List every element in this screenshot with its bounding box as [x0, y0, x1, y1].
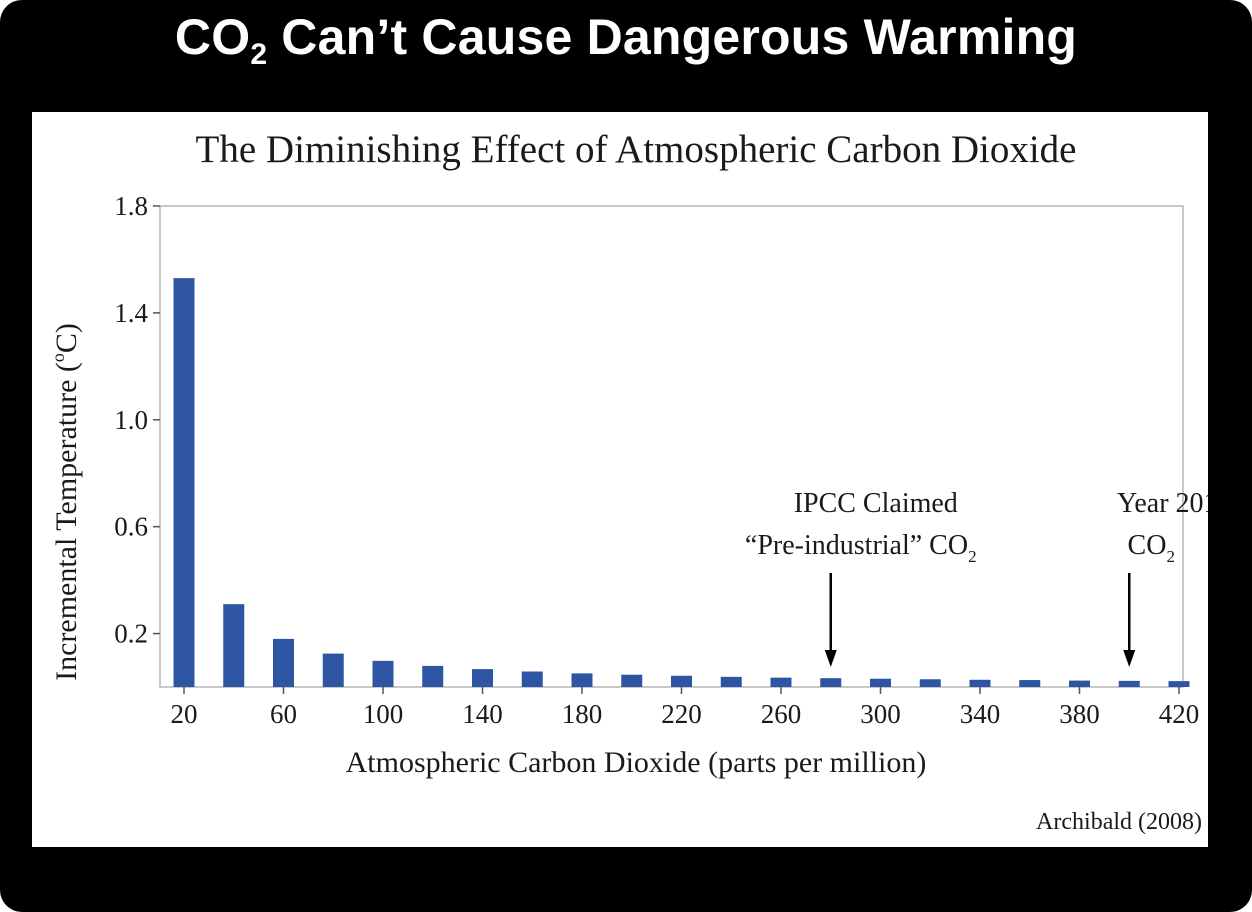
x-tick-label: 260	[761, 699, 802, 729]
slide-title-subscript: 2	[250, 38, 268, 71]
x-tick-label: 20	[171, 699, 198, 729]
bar	[372, 660, 394, 687]
bar	[273, 638, 294, 687]
bar	[870, 678, 891, 687]
x-tick-label: 220	[661, 699, 702, 729]
source-credit: Archibald (2008)	[1036, 809, 1202, 835]
x-tick-label: 340	[960, 699, 1001, 729]
annotation-subscript: 2	[1166, 547, 1175, 566]
slide-title-main: CO	[174, 9, 251, 65]
annotation: Year 2013 CO2	[1117, 488, 1208, 667]
y-axis-label: Incremental Temperature (oC)	[48, 323, 83, 681]
annotation-line: “Pre-industrial” CO2	[745, 530, 977, 566]
annotation-arrow-head	[824, 650, 837, 667]
x-tick-label: 60	[270, 699, 297, 729]
bar	[521, 671, 543, 687]
bar	[770, 677, 792, 687]
bar	[969, 679, 991, 687]
x-tick-label: 140	[462, 699, 503, 729]
y-axis-label-degree: o	[48, 353, 68, 362]
plot-frame	[159, 205, 1184, 688]
bar-series	[173, 278, 1190, 687]
y-tick-label: 1.4	[114, 298, 148, 328]
annotation-subscript: 2	[968, 547, 977, 566]
bar	[671, 675, 692, 687]
chart-title: The Diminishing Effect of Atmospheric Ca…	[196, 128, 1077, 171]
x-tick-label: 300	[860, 699, 901, 729]
slide-title: CO2 Can’t Cause Dangerous Warming	[0, 8, 1252, 70]
annotation-line: CO2	[1128, 530, 1175, 566]
bar	[173, 278, 195, 687]
annotation-arrow-head	[1123, 650, 1136, 667]
y-tick-label: 1.0	[114, 405, 148, 435]
annotation-line: Year 2013	[1117, 488, 1208, 519]
bar-chart: The Diminishing Effect of Atmospheric Ca…	[48, 128, 1208, 835]
x-tick-label: 380	[1059, 699, 1100, 729]
x-tick-label: 100	[363, 699, 404, 729]
bar	[322, 653, 344, 687]
x-axis-label: Atmospheric Carbon Dioxide (parts per mi…	[346, 746, 927, 779]
x-axis: 20 60 100 140 180 220 260 300 340 380 420	[171, 687, 1200, 729]
chart-panel: The Diminishing Effect of Atmospheric Ca…	[32, 112, 1208, 847]
annotation-text: CO	[1128, 530, 1167, 561]
annotation: IPCC Claimed “Pre-industrial” CO2	[745, 488, 977, 667]
x-tick-label: 420	[1159, 699, 1200, 729]
bar	[1118, 680, 1140, 687]
bar	[1019, 680, 1041, 687]
bar	[720, 676, 742, 687]
y-axis: 0.2 0.6 1.0 1.4 1.8	[114, 191, 160, 649]
y-axis-label-main: Incremental Temperature (	[50, 362, 83, 681]
y-tick-label: 1.8	[114, 191, 148, 221]
bar	[1168, 681, 1190, 687]
slide-title-rest: Can’t Cause Dangerous Warming	[267, 9, 1078, 65]
bar	[223, 604, 245, 687]
bar	[919, 679, 941, 687]
annotation-line: IPCC Claimed	[794, 488, 958, 519]
svg-text:Incremental Temperature (oC): Incremental Temperature (oC)	[48, 323, 83, 681]
bar	[422, 665, 444, 687]
y-axis-label-end: C)	[50, 323, 83, 353]
annotation-text: “Pre-industrial” CO	[745, 530, 968, 561]
y-tick-label: 0.6	[114, 512, 148, 542]
bar	[1069, 680, 1090, 687]
bar	[621, 674, 643, 687]
x-tick-label: 180	[562, 699, 603, 729]
bar	[571, 673, 593, 687]
bar	[472, 669, 493, 687]
bar	[820, 678, 842, 687]
y-tick-label: 0.2	[114, 619, 148, 649]
